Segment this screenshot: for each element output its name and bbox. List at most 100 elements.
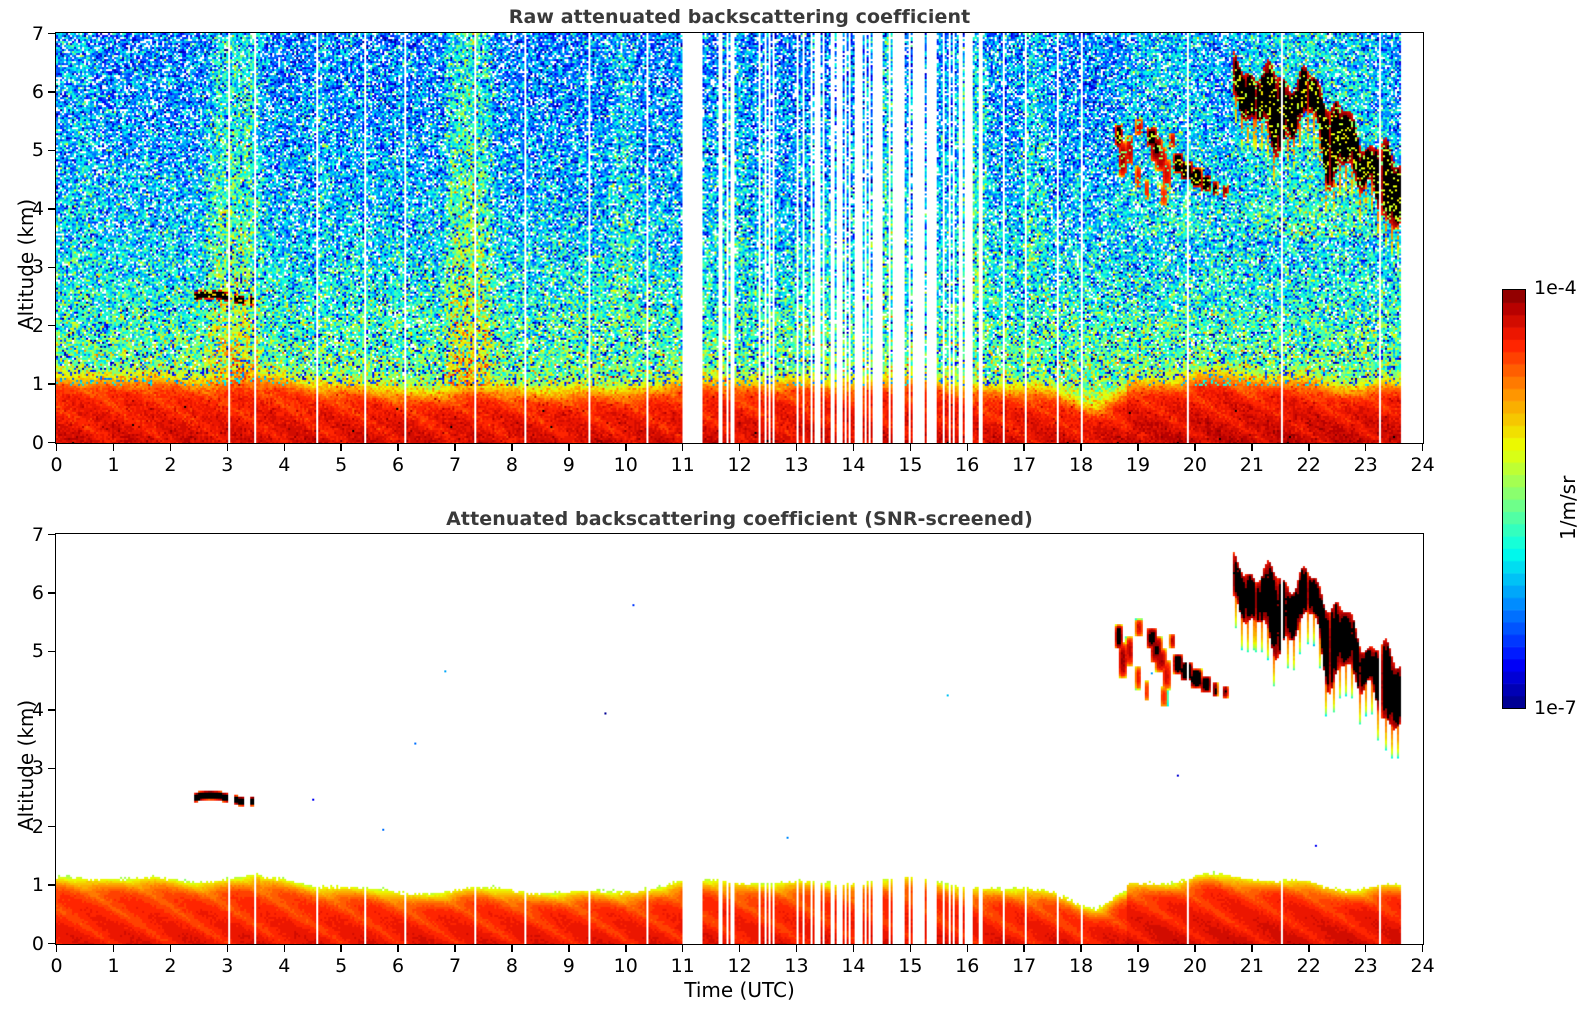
x-tick-label: 8 [505,454,518,476]
x-tick-label: 10 [613,454,638,476]
x-tick-label: 14 [841,955,866,977]
x-tick [681,945,684,952]
x-tick [1308,945,1310,952]
x-tick [1421,444,1424,451]
x-tick-label: 7 [448,454,462,476]
x-tick [1364,945,1367,952]
x-tick-label: 9 [562,454,575,476]
x-tick-label: 1 [107,454,120,476]
x-tick-label: 11 [670,955,695,977]
y-tick [48,91,55,93]
panel-title-screened: Attenuated backscattering coefficient (S… [446,508,1033,530]
x-tick-label: 20 [1182,454,1208,476]
x-tick [1194,444,1196,451]
y-tick-label: 3 [31,757,44,780]
y-tick-label: 7 [31,22,44,45]
x-tick [112,945,115,952]
x-tick [1023,945,1025,952]
x-tick-label: 17 [1012,955,1037,977]
x-tick-label: 6 [392,955,405,977]
x-tick [283,945,286,952]
x-tick [1137,444,1139,451]
x-tick-label: 16 [955,955,980,977]
y-tick [48,825,55,828]
x-tick-label: 23 [1353,955,1378,977]
colorbar-min-label: 1e-7 [1534,697,1577,719]
y-tick [48,149,55,152]
x-tick [795,945,798,952]
x-tick-label: 24 [1410,955,1435,977]
x-tick-label: 3 [221,955,234,977]
y-tick [48,266,55,269]
x-tick [1137,945,1139,952]
colorbar: 1e-4 1e-7 [1502,277,1577,719]
x-tick [1080,444,1082,451]
x-tick-label: 12 [727,454,752,476]
x-tick-label: 19 [1125,955,1151,977]
x-tick [511,444,513,451]
x-tick-label: 5 [335,955,348,977]
x-axis-label: Time (UTC) [684,978,795,1002]
heatmap-screened [56,534,1423,944]
x-tick [852,444,855,451]
y-tick [48,709,55,711]
x-tick-label: 15 [898,454,923,476]
y-tick [48,324,55,327]
x-tick [1251,444,1253,451]
x-tick [1194,945,1196,952]
x-tick-label: 18 [1069,454,1094,476]
x-tick [738,444,741,451]
x-tick-label: 9 [562,955,575,977]
y-tick-label: 6 [31,582,44,605]
y-tick-label: 1 [31,874,44,897]
y-tick-label: 4 [31,197,44,220]
x-tick-label: 3 [221,454,234,476]
x-tick [625,945,627,952]
x-tick-label: 5 [335,454,348,476]
x-tick [909,945,912,952]
x-tick-label: 2 [164,955,177,977]
x-tick [966,444,969,451]
x-tick [1308,444,1310,451]
y-tick-label: 2 [31,815,44,838]
colorbar-unit-label: 1/m/sr [1556,475,1580,540]
y-tick [48,942,55,945]
y-tick-label: 6 [31,81,44,104]
x-tick-label: 8 [505,955,518,977]
y-tick [48,208,55,210]
x-tick [681,444,684,451]
x-tick [1421,945,1424,952]
x-tick-label: 7 [448,955,462,977]
x-tick [568,444,570,451]
plot-area-screened [55,533,1424,945]
x-tick [55,945,58,952]
x-tick [454,444,456,451]
heatmap-raw [56,33,1423,443]
x-tick-label: 4 [278,955,291,977]
x-tick-label: 10 [613,955,638,977]
x-tick [169,945,172,952]
colorbar-gradient [1502,289,1526,709]
x-tick-label: 14 [841,454,866,476]
x-tick [340,444,342,451]
y-tick [48,884,55,886]
x-tick [283,444,286,451]
x-tick-label: 6 [392,454,405,476]
x-tick-label: 21 [1239,955,1264,977]
x-tick-label: 17 [1012,454,1037,476]
y-tick-label: 2 [31,314,44,337]
x-tick [226,945,229,952]
x-tick-label: 23 [1353,454,1378,476]
y-tick-label: 4 [31,698,44,721]
x-tick-label: 19 [1125,454,1151,476]
x-tick [795,444,798,451]
x-tick-label: 0 [50,454,63,476]
y-tick-label: 1 [31,373,44,396]
x-tick-label: 24 [1410,454,1435,476]
x-tick [511,945,513,952]
x-tick-label: 0 [50,955,63,977]
plot-area-raw [55,32,1424,444]
y-tick [48,32,55,35]
x-tick [397,945,399,952]
x-tick-label: 18 [1069,955,1094,977]
